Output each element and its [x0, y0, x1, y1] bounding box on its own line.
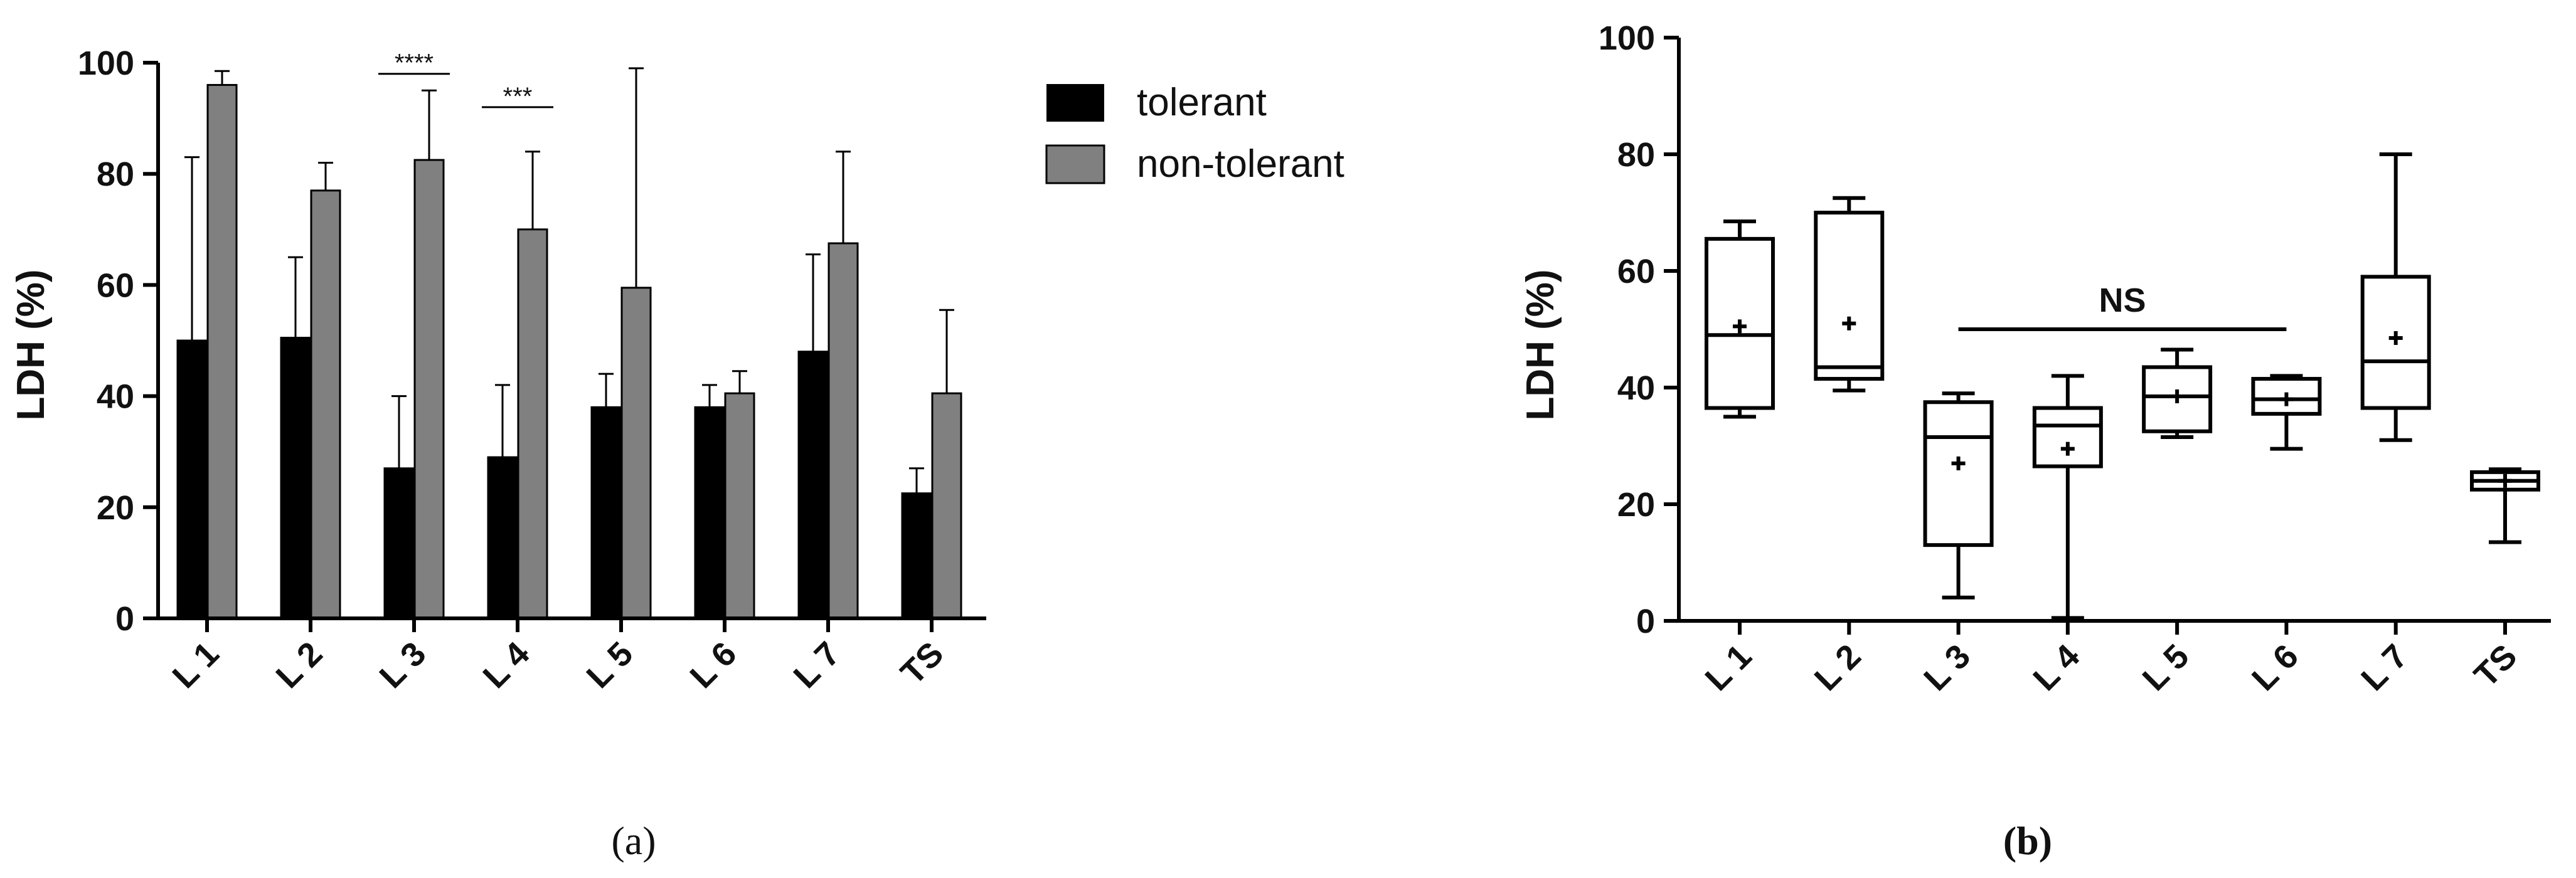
mean-marker-l-2	[1842, 316, 1856, 331]
a-ytick-label-40: 40	[97, 378, 134, 416]
panel-b-y-axis-title: LDH (%)	[1519, 269, 1562, 420]
legend-label-tolerant: tolerant	[1137, 81, 1267, 124]
bar-non-tolerant-l-1	[206, 83, 238, 620]
sig-stars-l-3: ****	[395, 50, 434, 77]
panel-b-y-ticks: 0 20 40 60 80 100	[1599, 19, 1679, 640]
bar-non-tolerant-l-3	[413, 159, 445, 620]
bar-tolerant-l-4	[487, 456, 518, 620]
a-xtick-label-l-1: L 1	[166, 635, 226, 696]
a-ytick-label-100: 100	[78, 45, 134, 82]
box-l-4	[2032, 406, 2103, 468]
bar-tolerant-l-2	[280, 337, 311, 620]
bar-tolerant-l-7	[797, 351, 829, 620]
box-l-3	[1923, 400, 1994, 547]
ns-label: NS	[2099, 282, 2146, 319]
b-ytick-label-40: 40	[1617, 369, 1655, 407]
bar-non-tolerant-ts	[931, 392, 962, 620]
a-xtick-label-l-2: L 2	[269, 635, 330, 696]
b-ytick-label-100: 100	[1599, 19, 1655, 57]
a-ytick-label-0: 0	[115, 600, 134, 638]
bar-tolerant-l-1	[176, 339, 208, 620]
b-xtick-label-ts: TS	[2467, 637, 2524, 694]
panel-a-legend: tolerant non-tolerant	[1045, 81, 1344, 186]
a-ytick-label-60: 60	[97, 267, 134, 304]
b-ytick-label-20: 20	[1617, 486, 1655, 524]
b-xtick-label-l-3: L 3	[1917, 637, 1977, 698]
a-xtick-label-l-6: L 6	[683, 635, 744, 696]
b-ytick-label-0: 0	[1636, 603, 1655, 640]
mean-marker-l-5	[2170, 389, 2185, 403]
panel-a-label: (a)	[611, 818, 656, 863]
bar-tolerant-ts	[901, 492, 932, 620]
mean-marker-l-3	[1951, 456, 1966, 470]
b-xtick-label-l-4: L 4	[2026, 637, 2087, 698]
mean-marker-ts	[2498, 473, 2512, 488]
panel-b-label: (b)	[2003, 818, 2052, 863]
b-xtick-label-l-1: L 1	[1698, 637, 1759, 698]
bar-tolerant-l-3	[383, 467, 415, 620]
legend-label-non-tolerant: non-tolerant	[1137, 142, 1344, 186]
bar-non-tolerant-l-7	[828, 242, 859, 620]
legend-swatch-non-tolerant	[1045, 144, 1105, 184]
bar-non-tolerant-l-4	[517, 228, 548, 620]
mean-marker-l-7	[2388, 331, 2403, 345]
sig-stars-l-4: ***	[503, 83, 533, 110]
box-l-2	[1814, 211, 1885, 381]
a-ytick-label-20: 20	[97, 489, 134, 527]
bar-non-tolerant-l-2	[310, 189, 341, 620]
b-xtick-label-l-7: L 7	[2354, 637, 2415, 698]
bar-tolerant-l-6	[694, 406, 725, 620]
bar-non-tolerant-l-6	[724, 392, 755, 620]
panel-b-boxes	[1705, 152, 2540, 620]
a-xtick-label-l-3: L 3	[373, 635, 434, 696]
bar-non-tolerant-l-5	[620, 287, 652, 620]
a-xtick-label-l-4: L 4	[476, 635, 537, 696]
b-xtick-label-l-5: L 5	[2136, 637, 2196, 698]
a-xtick-label-l-5: L 5	[580, 635, 641, 696]
mean-marker-l-1	[1733, 319, 1747, 334]
a-xtick-label-l-7: L 7	[787, 635, 848, 696]
panel-a-error-bars	[184, 67, 954, 494]
panel-a-y-axis-title: LDH (%)	[9, 269, 53, 420]
a-ytick-label-80: 80	[97, 156, 134, 193]
b-ytick-label-80: 80	[1617, 136, 1655, 174]
bar-tolerant-l-5	[590, 406, 622, 620]
mean-marker-l-4	[2060, 442, 2075, 456]
panel-b-x-ticks: L 1 L 2 L 3 L 4 L 5 L 6 L 7 TS	[1698, 621, 2524, 698]
a-xtick-label-ts: TS	[893, 635, 950, 692]
b-xtick-label-l-2: L 2	[1807, 637, 1868, 698]
legend-swatch-tolerant	[1046, 84, 1104, 122]
panel-a-x-ticks: L 1 L 2 L 3 L 4 L 5 L 6 L 7 TS	[166, 618, 950, 696]
panel-b-ns-annotation: NS	[1958, 282, 2287, 331]
b-xtick-label-l-6: L 6	[2245, 637, 2306, 698]
panel-a-y-ticks: 0 20 40 60 80 100	[78, 45, 158, 638]
mean-marker-l-6	[2279, 392, 2294, 406]
panel-a-significance: *******	[378, 50, 553, 110]
b-ytick-label-60: 60	[1617, 253, 1655, 290]
